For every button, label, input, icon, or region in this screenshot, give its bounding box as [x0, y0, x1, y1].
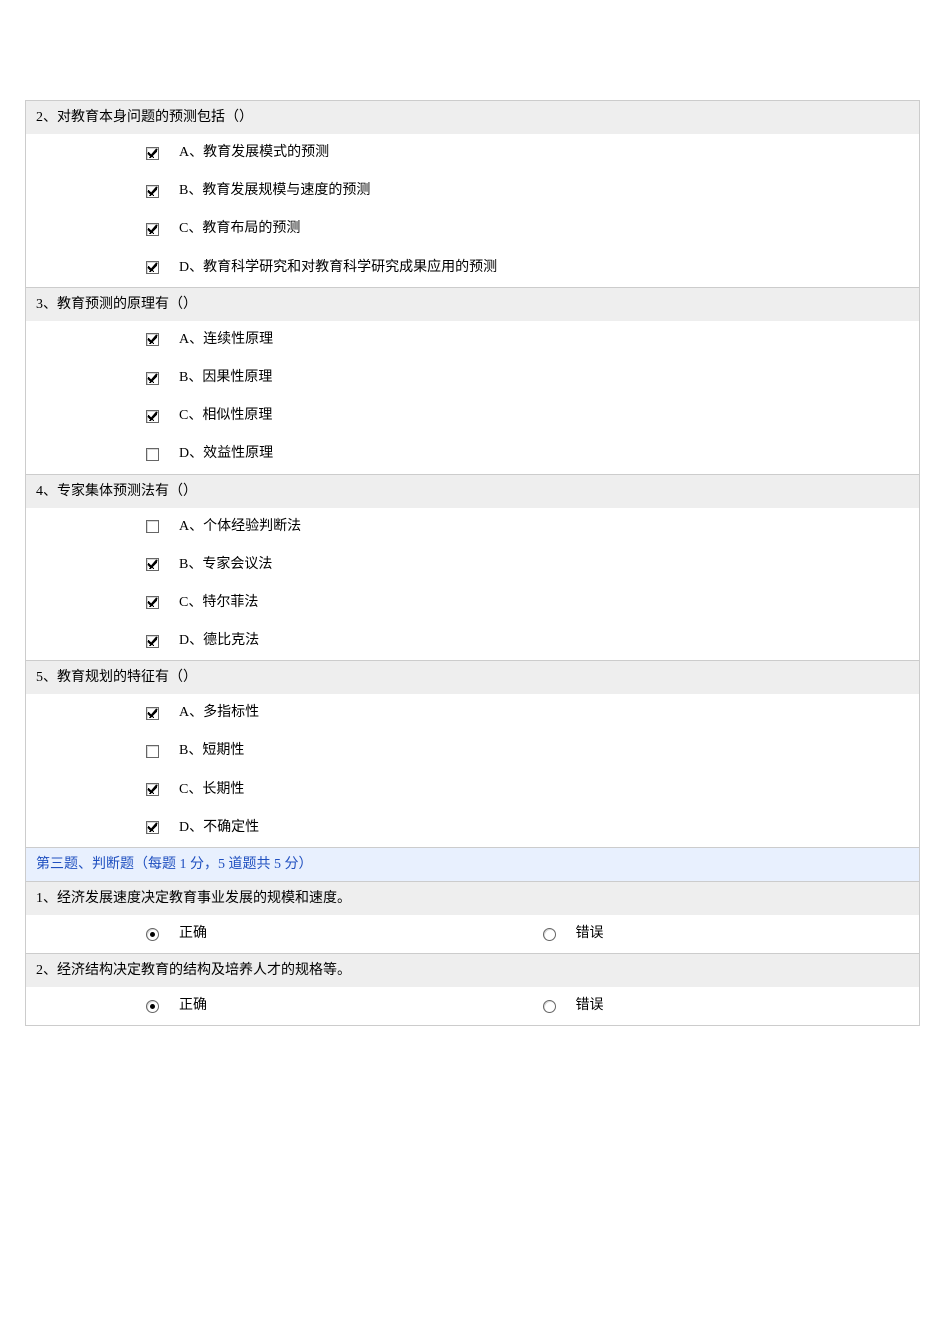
- checkbox-icon[interactable]: [146, 147, 159, 160]
- question-5-option-c[interactable]: C、长期性: [26, 771, 919, 809]
- checkbox-icon[interactable]: [146, 372, 159, 385]
- radio-icon[interactable]: [146, 1000, 159, 1013]
- question-3-option-a[interactable]: A、连续性原理: [26, 321, 919, 359]
- question-2-options: A、教育发展模式的预测 B、教育发展规模与速度的预测 C、教育布局的预测 D、教…: [26, 134, 919, 287]
- tf-2-false[interactable]: 错误: [523, 987, 920, 1025]
- checkbox-icon[interactable]: [146, 707, 159, 720]
- question-2-option-c[interactable]: C、教育布局的预测: [26, 210, 919, 248]
- question-4-option-b[interactable]: B、专家会议法: [26, 546, 919, 584]
- option-label: 错误: [576, 997, 604, 1015]
- tf-1-false[interactable]: 错误: [523, 915, 920, 953]
- question-4-options: A、个体经验判断法 B、专家会议法 C、特尔菲法 D、德比克法: [26, 508, 919, 661]
- question-4-title: 4、专家集体预测法有（）: [26, 474, 919, 508]
- radio-icon[interactable]: [543, 1000, 556, 1013]
- question-5-option-b[interactable]: B、短期性: [26, 732, 919, 770]
- checkbox-icon[interactable]: [146, 596, 159, 609]
- question-3-options: A、连续性原理 B、因果性原理 C、相似性原理 D、效益性原理: [26, 321, 919, 474]
- question-4-option-d[interactable]: D、德比克法: [26, 622, 919, 660]
- option-label: B、因果性原理: [179, 369, 272, 387]
- checkbox-icon[interactable]: [146, 333, 159, 346]
- question-5-title: 5、教育规划的特征有（）: [26, 660, 919, 694]
- question-5-option-d[interactable]: D、不确定性: [26, 809, 919, 847]
- option-label: D、教育科学研究和对教育科学研究成果应用的预测: [179, 259, 497, 277]
- checkbox-icon[interactable]: [146, 520, 159, 533]
- tf-1-title: 1、经济发展速度决定教育事业发展的规模和速度。: [26, 881, 919, 915]
- question-5-option-a[interactable]: A、多指标性: [26, 694, 919, 732]
- quiz-container: 2、对教育本身问题的预测包括（） A、教育发展模式的预测 B、教育发展规模与速度…: [25, 100, 920, 1026]
- question-3-option-b[interactable]: B、因果性原理: [26, 359, 919, 397]
- option-label: A、连续性原理: [179, 331, 273, 349]
- tf-2-true[interactable]: 正确: [26, 987, 523, 1025]
- option-label: B、专家会议法: [179, 556, 272, 574]
- option-label: B、教育发展规模与速度的预测: [179, 182, 370, 200]
- tf-2-title: 2、经济结构决定教育的结构及培养人才的规格等。: [26, 953, 919, 987]
- section-3-header: 第三题、判断题（每题 1 分，5 道题共 5 分）: [26, 847, 919, 881]
- tf-2-options: 正确 错误: [26, 987, 919, 1025]
- option-label: A、个体经验判断法: [179, 518, 301, 536]
- option-label: B、短期性: [179, 742, 244, 760]
- checkbox-icon[interactable]: [146, 635, 159, 648]
- checkbox-icon[interactable]: [146, 448, 159, 461]
- question-4-option-a[interactable]: A、个体经验判断法: [26, 508, 919, 546]
- question-4-option-c[interactable]: C、特尔菲法: [26, 584, 919, 622]
- question-3-option-c[interactable]: C、相似性原理: [26, 397, 919, 435]
- question-3-option-d[interactable]: D、效益性原理: [26, 435, 919, 473]
- question-2-title: 2、对教育本身问题的预测包括（）: [26, 101, 919, 134]
- option-label: C、长期性: [179, 781, 244, 799]
- question-5-options: A、多指标性 B、短期性 C、长期性 D、不确定性: [26, 694, 919, 847]
- checkbox-icon[interactable]: [146, 558, 159, 571]
- tf-1-true[interactable]: 正确: [26, 915, 523, 953]
- option-label: 正确: [179, 997, 207, 1015]
- checkbox-icon[interactable]: [146, 783, 159, 796]
- option-label: C、相似性原理: [179, 407, 272, 425]
- checkbox-icon[interactable]: [146, 185, 159, 198]
- option-label: A、多指标性: [179, 704, 259, 722]
- option-label: D、德比克法: [179, 632, 259, 650]
- radio-icon[interactable]: [543, 928, 556, 941]
- option-label: D、效益性原理: [179, 445, 273, 463]
- question-3-title: 3、教育预测的原理有（）: [26, 287, 919, 321]
- tf-1-options: 正确 错误: [26, 915, 919, 953]
- option-label: C、教育布局的预测: [179, 220, 300, 238]
- radio-icon[interactable]: [146, 928, 159, 941]
- option-label: A、教育发展模式的预测: [179, 144, 329, 162]
- checkbox-icon[interactable]: [146, 223, 159, 236]
- option-label: D、不确定性: [179, 819, 259, 837]
- checkbox-icon[interactable]: [146, 821, 159, 834]
- question-2-option-a[interactable]: A、教育发展模式的预测: [26, 134, 919, 172]
- checkbox-icon[interactable]: [146, 261, 159, 274]
- option-label: 正确: [179, 925, 207, 943]
- option-label: C、特尔菲法: [179, 594, 258, 612]
- option-label: 错误: [576, 925, 604, 943]
- question-2-option-b[interactable]: B、教育发展规模与速度的预测: [26, 172, 919, 210]
- checkbox-icon[interactable]: [146, 410, 159, 423]
- checkbox-icon[interactable]: [146, 745, 159, 758]
- question-2-option-d[interactable]: D、教育科学研究和对教育科学研究成果应用的预测: [26, 249, 919, 287]
